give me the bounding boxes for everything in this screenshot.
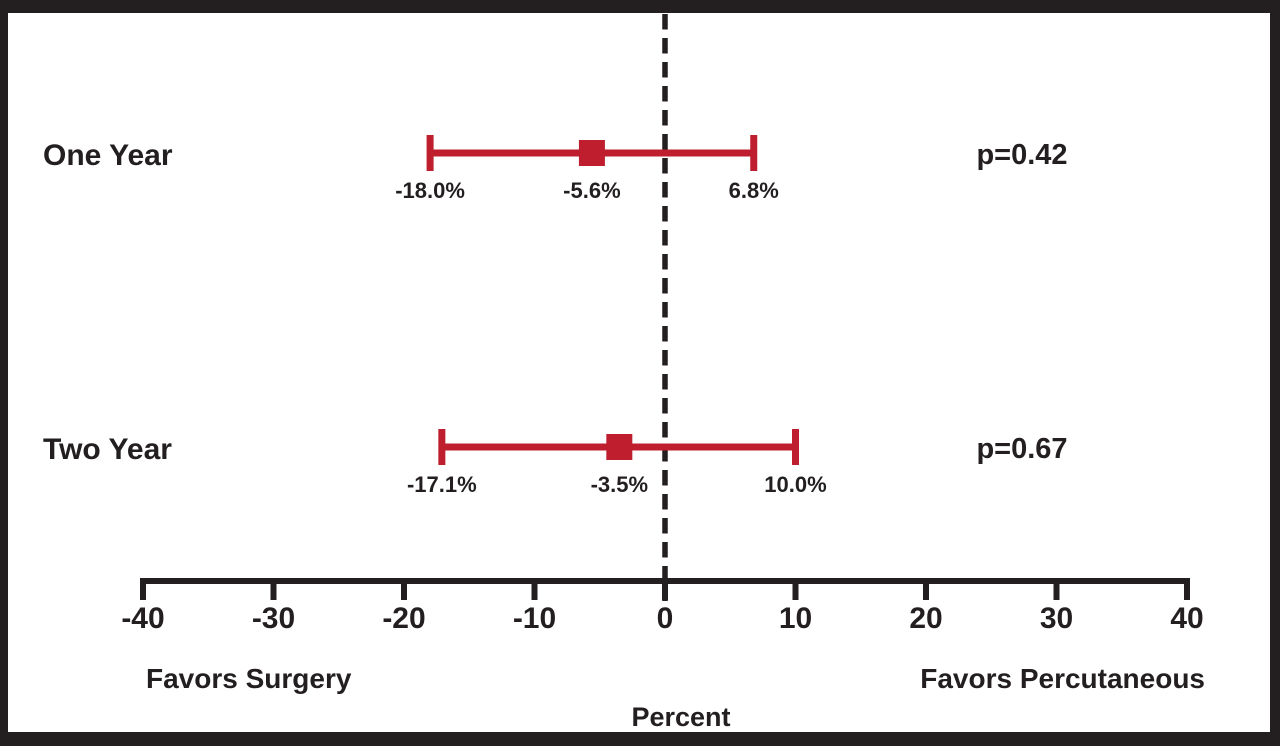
ci-low-value-label: -17.1%: [407, 472, 477, 497]
x-axis-tick-label: 20: [909, 602, 942, 635]
x-axis-tick-label: 30: [1040, 602, 1073, 635]
point-estimate-marker: [606, 434, 633, 460]
row-label: Two Year: [43, 433, 172, 466]
ci-cap-right: [792, 429, 799, 465]
x-axis-tick-label: 0: [657, 602, 674, 635]
x-axis-tick-label: -10: [513, 602, 556, 635]
ci-cap-right: [750, 135, 758, 171]
x-axis-title: Percent: [631, 702, 731, 732]
point-estimate-value-label: -5.6%: [563, 178, 620, 203]
ci-cap-left: [438, 429, 446, 465]
p-value-label: p=0.67: [976, 433, 1067, 465]
ci-low-value-label: -18.0%: [395, 178, 465, 203]
point-estimate-value-label: -3.5%: [591, 472, 648, 497]
ci-cap-left: [426, 135, 434, 171]
x-axis-tick-label: -20: [382, 602, 425, 635]
row-label: One Year: [43, 139, 173, 172]
ci-high-value-label: 10.0%: [764, 472, 826, 497]
x-axis-tick-label: 10: [779, 602, 812, 635]
point-estimate-marker: [578, 140, 605, 166]
favors-surgery-label: Favors Surgery: [146, 663, 352, 694]
x-axis-tick-label: -40: [121, 602, 164, 635]
p-value-label: p=0.42: [976, 139, 1067, 171]
ci-high-value-label: 6.8%: [729, 178, 779, 203]
favors-percutaneous-label: Favors Percutaneous: [920, 663, 1205, 694]
x-axis-tick-label: 40: [1170, 602, 1203, 635]
x-axis-tick-label: -30: [252, 602, 295, 635]
